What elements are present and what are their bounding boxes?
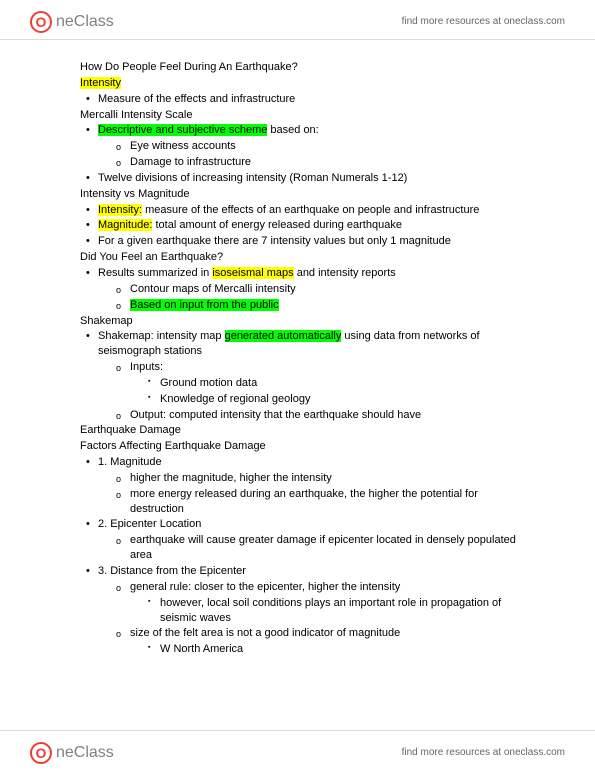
brand-logo: OneClass: [30, 11, 114, 33]
heading-feel: How Do People Feel During An Earthquake?: [80, 60, 525, 75]
li-measure: Measure of the effects and infrastructur…: [98, 92, 525, 107]
hl-auto: generated automatically: [225, 330, 342, 342]
hl-isoseismal: isoseismal maps: [212, 267, 293, 279]
li-intensity-def: Intensity: measure of the effects of an …: [98, 203, 525, 218]
hl-public: Based on input from the public: [130, 299, 279, 311]
li-f3: 3. Distance from the Epicenter: [98, 564, 525, 579]
li-f2: 2. Epicenter Location: [98, 517, 525, 532]
header-link[interactable]: find more resources at oneclass.com: [402, 16, 565, 27]
txt-results-a: Results summarized in: [98, 267, 212, 279]
li-7vs1: For a given earthquake there are 7 inten…: [98, 234, 525, 249]
li-f1a: higher the magnitude, higher the intensi…: [130, 471, 525, 486]
page-footer: OneClass find more resources at oneclass…: [0, 730, 595, 770]
logo-icon-footer: O: [30, 742, 52, 764]
txt-basedon: based on:: [267, 124, 318, 136]
li-f3b: size of the felt area is not a good indi…: [130, 626, 525, 641]
li-shakemap: Shakemap: intensity map generated automa…: [98, 329, 525, 359]
txt-magnitude-def: total amount of energy released during e…: [152, 219, 402, 231]
heading-mercalli: Mercalli Intensity Scale: [80, 108, 525, 123]
li-results: Results summarized in isoseismal maps an…: [98, 266, 525, 281]
li-eyewitness: Eye witness accounts: [130, 139, 525, 154]
hl-descriptive: Descriptive and subjective scheme: [98, 124, 267, 136]
heading-factors: Factors Affecting Earthquake Damage: [80, 439, 525, 454]
heading-eqdamage: Earthquake Damage: [80, 423, 525, 438]
footer-link[interactable]: find more resources at oneclass.com: [402, 747, 565, 758]
li-geology: Knowledge of regional geology: [160, 392, 525, 407]
hl-intensity: Intensity: [80, 77, 121, 89]
page-header: OneClass find more resources at oneclass…: [0, 0, 595, 40]
li-f1b: more energy released during an earthquak…: [130, 487, 525, 517]
li-f3b1: W North America: [160, 642, 525, 657]
li-f3a1: however, local soil conditions plays an …: [160, 596, 525, 626]
document-body: How Do People Feel During An Earthquake?…: [80, 60, 525, 658]
term-intensity: Intensity: [80, 76, 525, 91]
li-magnitude-def: Magnitude: total amount of energy releas…: [98, 218, 525, 233]
li-inputs: Inputs:: [130, 360, 525, 375]
li-groundmotion: Ground motion data: [160, 376, 525, 391]
brand-name: neClass: [56, 13, 114, 31]
brand-name-footer: neClass: [56, 744, 114, 762]
li-twelve: Twelve divisions of increasing intensity…: [98, 171, 525, 186]
li-contour: Contour maps of Mercalli intensity: [130, 282, 525, 297]
li-public: Based on input from the public: [130, 298, 525, 313]
txt-intensity-def: measure of the effects of an earthquake …: [142, 204, 479, 216]
heading-shakemap: Shakemap: [80, 314, 525, 329]
li-output: Output: computed intensity that the eart…: [130, 408, 525, 423]
li-damage: Damage to infrastructure: [130, 155, 525, 170]
li-f1: 1. Magnitude: [98, 455, 525, 470]
txt-shakemap-a: Shakemap: intensity map: [98, 330, 225, 342]
heading-ivm: Intensity vs Magnitude: [80, 187, 525, 202]
hl-magnitude: Magnitude:: [98, 219, 152, 231]
txt-results-c: and intensity reports: [294, 267, 396, 279]
brand-logo-footer: OneClass: [30, 742, 114, 764]
logo-icon: O: [30, 11, 52, 33]
heading-didyoufeel: Did You Feel an Earthquake?: [80, 250, 525, 265]
li-descriptive: Descriptive and subjective scheme based …: [98, 123, 525, 138]
li-f2a: earthquake will cause greater damage if …: [130, 533, 525, 563]
hl-intensity2: Intensity:: [98, 204, 142, 216]
li-f3a: general rule: closer to the epicenter, h…: [130, 580, 525, 595]
